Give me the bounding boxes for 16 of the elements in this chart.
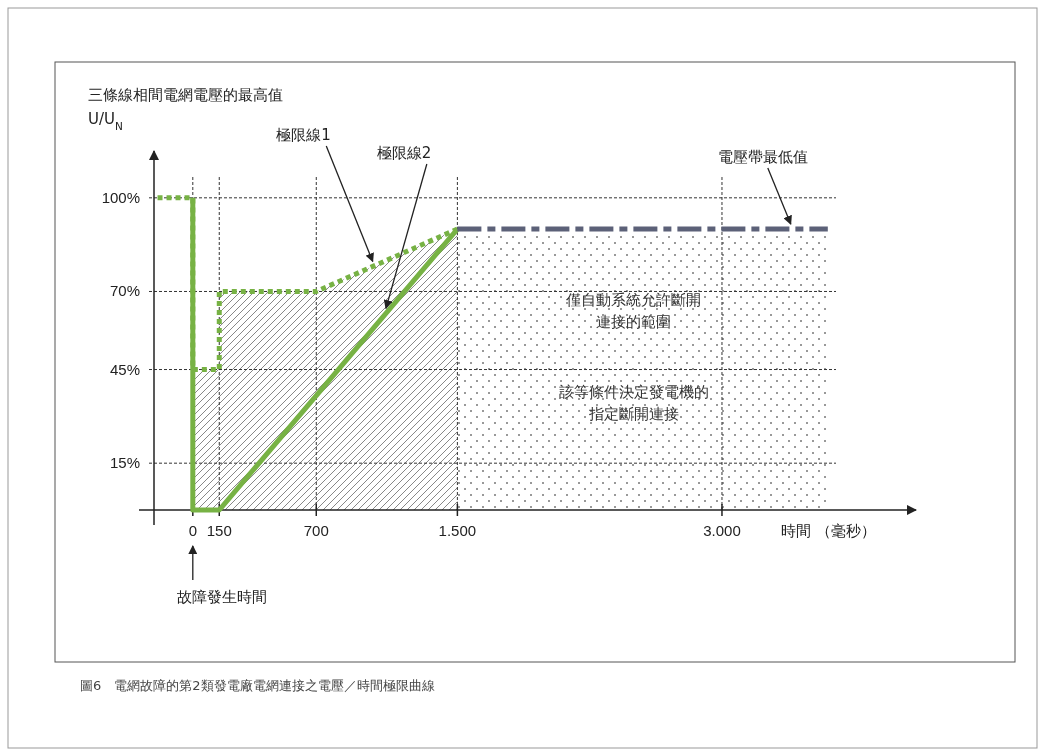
y-tick-label: 100%: [101, 188, 140, 206]
x-axis-title: 時間 （毫秒）: [781, 522, 876, 540]
text: 極限線2: [376, 144, 432, 162]
x-tick-label: 1.500: [438, 522, 477, 539]
caption: 圖6 電網故障的第2類發電廠電網連接之電壓／時間極限曲線: [80, 678, 435, 693]
x-tick-label: 700: [303, 522, 329, 539]
x-tick-label: 150: [206, 522, 232, 539]
y-tick-label: 70%: [109, 282, 140, 300]
annotation: 僅自動系統允許斷開連接的範圍: [565, 291, 702, 331]
annotation: 該等條件決定發電機的指定斷開連接: [558, 383, 709, 423]
x-tick-label: 3.000: [703, 522, 741, 539]
y-tick-label: 15%: [109, 454, 140, 472]
text: 電壓帶最低值: [717, 148, 808, 166]
x-tick-label: 0: [188, 522, 197, 539]
y-tick-label: 45%: [109, 360, 140, 378]
text: 故障發生時間: [176, 588, 267, 606]
